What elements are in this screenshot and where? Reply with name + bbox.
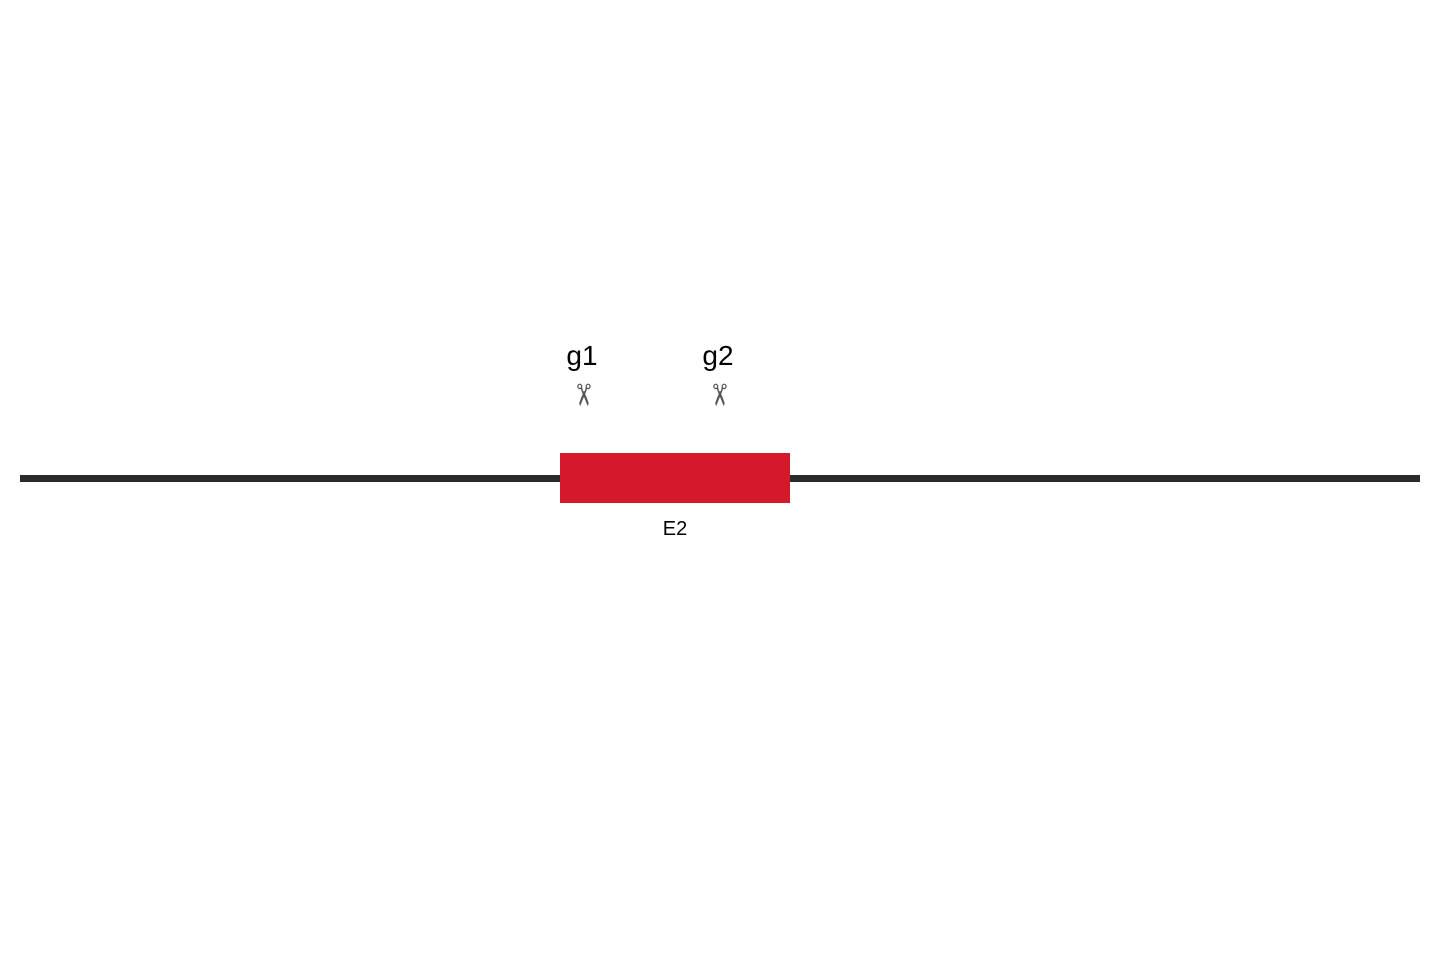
gene-line-right (790, 475, 1420, 482)
exon-box (560, 453, 790, 503)
scissors-icon: ✂ (703, 382, 733, 407)
exon-label: E2 (663, 518, 687, 541)
cut-site-label-g2: g2 (702, 340, 733, 372)
gene-diagram: E2 g1 ✂ g2 ✂ (0, 0, 1440, 960)
gene-line-left (20, 475, 560, 482)
scissors-icon: ✂ (567, 382, 597, 407)
cut-site-label-g1: g1 (566, 340, 597, 372)
